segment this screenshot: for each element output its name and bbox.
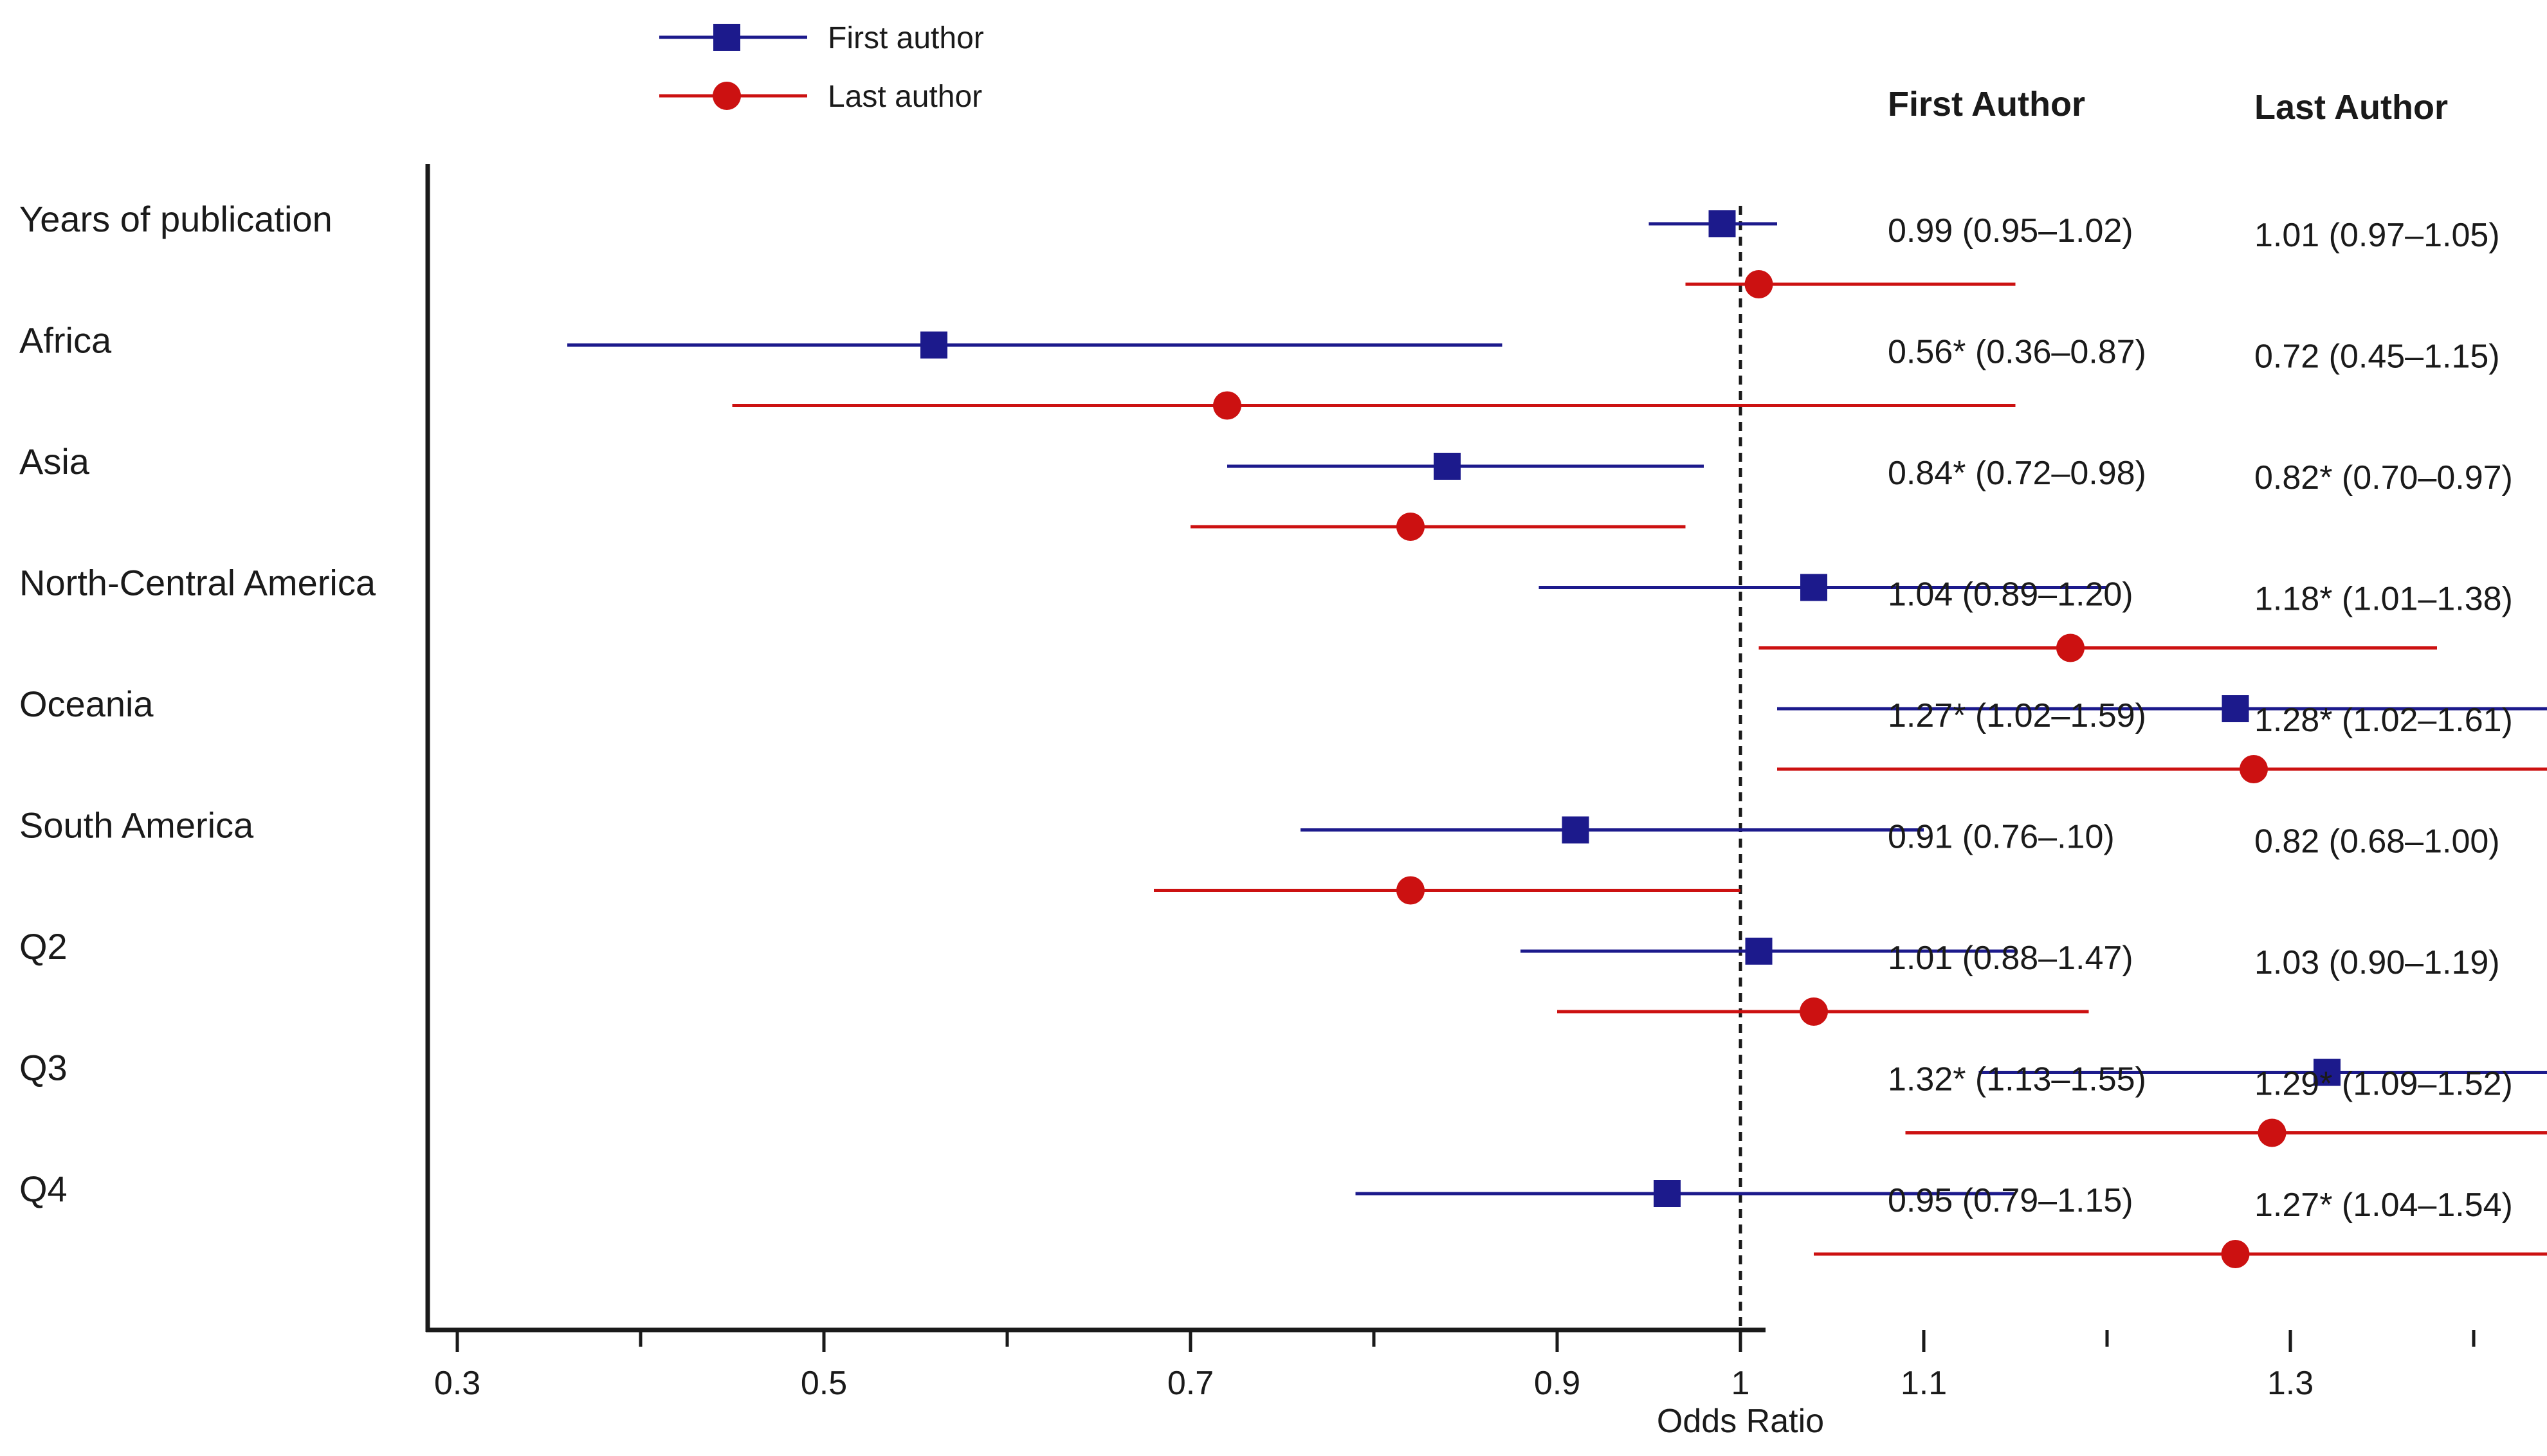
x-tick-label: 1.1 [1901, 1365, 1947, 1402]
point-last-author [1396, 876, 1425, 905]
value-first-author: 1.32* (1.13–1.55) [1888, 1061, 2146, 1098]
point-first-author [1745, 938, 1773, 965]
value-last-author: 1.18* (1.01–1.38) [2254, 581, 2513, 618]
point-first-author [1800, 574, 1827, 601]
legend-marker-square [713, 24, 740, 51]
value-first-author: 1.27* (1.02–1.59) [1888, 697, 2146, 734]
value-last-author: 1.03 (0.90–1.19) [2254, 944, 2500, 981]
legend-marker-circle [713, 82, 741, 110]
row-label: Oceania [19, 684, 154, 724]
legend: First author Last author [659, 21, 984, 114]
value-first-author: 0.91 (0.76–.10) [1888, 819, 2115, 856]
column-header-first-author: First Author [1888, 85, 2085, 123]
value-last-author: 0.72 (0.45–1.15) [2254, 338, 2500, 376]
values-table: First Author Last Author 0.99 (0.95–1.02) 1… [1888, 85, 2513, 1224]
row-label: Q3 [19, 1048, 68, 1088]
value-first-author: 0.99 (0.95–1.02) [1888, 212, 2133, 250]
point-last-author [1396, 513, 1425, 541]
point-last-author [2221, 1240, 2250, 1268]
row-label: South America [19, 805, 254, 846]
point-first-author [920, 331, 947, 359]
x-tick-label: 0.7 [1167, 1365, 1214, 1402]
point-last-author [1213, 391, 1241, 420]
value-first-author: 0.56* (0.36–0.87) [1888, 334, 2146, 371]
value-last-author: 0.82* (0.70–0.97) [2254, 459, 2513, 496]
value-last-author: 1.28* (1.02–1.61) [2254, 702, 2513, 739]
row-label: Q4 [19, 1169, 68, 1209]
x-tick-label: 0.9 [1534, 1365, 1580, 1402]
point-last-author [1744, 270, 1773, 298]
value-first-author: 1.01 (0.88–1.47) [1888, 940, 2133, 977]
point-last-author [2056, 633, 2085, 662]
x-tick-label: 1 [1731, 1365, 1750, 1402]
point-last-author [2240, 755, 2268, 783]
point-last-author [2258, 1118, 2287, 1147]
row-label: Asia [19, 441, 90, 482]
x-axis: 0.30.50.70.911.11.31.51.7Odds Ratio [425, 164, 2476, 1440]
legend-label: Last author [828, 80, 982, 114]
value-last-author: 1.29* (1.09–1.52) [2254, 1066, 2513, 1103]
legend-label: First author [828, 21, 984, 55]
value-first-author: 1.04 (0.89–1.20) [1888, 576, 2133, 614]
row-label: Q2 [19, 926, 68, 967]
value-last-author: 1.01 (0.97–1.05) [2254, 217, 2500, 254]
point-first-author [1434, 453, 1461, 480]
plot-area: Years of publication Africa Asia North-Cent… [19, 199, 2547, 1330]
row-label: Africa [19, 320, 112, 361]
value-last-author: 1.27* (1.04–1.54) [2254, 1187, 2513, 1224]
x-tick-label: 0.5 [801, 1365, 847, 1402]
row-label: Years of publication [19, 199, 333, 239]
value-last-author: 0.82 (0.68–1.00) [2254, 823, 2500, 860]
x-axis-title: Odds Ratio [1657, 1403, 1824, 1440]
point-first-author [1562, 816, 1589, 844]
point-first-author [1708, 210, 1736, 237]
value-first-author: 0.95 (0.79–1.15) [1888, 1182, 2133, 1219]
point-last-author [1800, 997, 1828, 1026]
point-first-author [2314, 1059, 2341, 1086]
point-first-author [2222, 695, 2249, 722]
column-header-last-author: Last Author [2254, 88, 2448, 127]
point-first-author [1654, 1180, 1681, 1207]
x-tick-label: 1.3 [2267, 1365, 2314, 1402]
row-label: North-Central America [19, 563, 376, 603]
value-first-author: 0.84* (0.72–0.98) [1888, 455, 2146, 492]
x-tick-label: 0.3 [434, 1365, 480, 1402]
